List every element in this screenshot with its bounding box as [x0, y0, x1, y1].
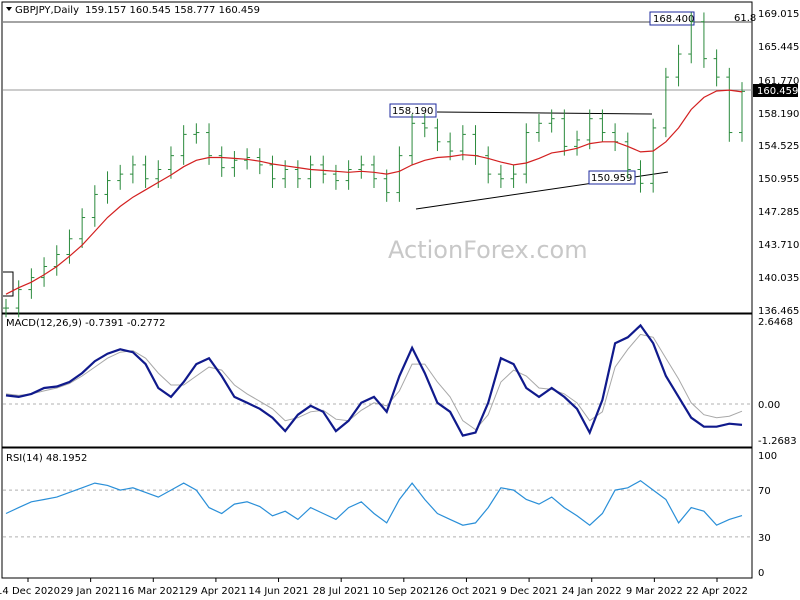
symbol-title: GBPJPY,Daily	[15, 5, 79, 16]
y-tick-label: 100	[758, 451, 777, 462]
y-tick-label: 143.710	[758, 240, 799, 251]
rsi-header: RSI(14) 48.1952	[6, 453, 87, 464]
current-price-label: 160.459	[757, 86, 798, 97]
moving-average-line	[5, 89, 743, 295]
support-label: 150.959	[591, 173, 632, 184]
macd-panel-frame	[1, 313, 753, 448]
x-tick-label: 24 Jan 2022	[562, 586, 622, 597]
x-tick-label: 26 Oct 2021	[436, 586, 498, 597]
collapse-arrow-icon	[6, 7, 12, 11]
watermark: ActionForex.com	[388, 236, 588, 264]
x-axis: 14 Dec 2020 29 Jan 2021 16 Mar 2021 29 Apr …	[0, 578, 748, 597]
x-tick-label: 28 Jul 2021	[313, 586, 370, 597]
price-y-axis: 169.015 165.445 161.770 158.190 154.525 …	[753, 9, 799, 317]
price-bars	[3, 12, 745, 318]
x-tick-label: 22 Apr 2022	[686, 586, 748, 597]
x-tick-label: 14 Dec 2020	[0, 586, 60, 597]
price-panel-frame	[1, 1, 753, 314]
x-tick-label: 9 Dec 2021	[500, 586, 558, 597]
y-tick-label: 0	[758, 568, 764, 579]
y-tick-label: 161.770	[758, 76, 799, 87]
peak-label-box	[649, 11, 695, 26]
price-header: GBPJPY,Daily 159.157 160.545 158.777 160…	[6, 5, 260, 16]
y-tick-label: 150.955	[758, 174, 799, 185]
resistance-label-box	[389, 103, 437, 118]
y-tick-label: 147.285	[758, 207, 799, 218]
x-tick-label: 29 Apr 2021	[185, 586, 247, 597]
rsi-title: RSI(14) 48.1952	[6, 453, 87, 464]
macd-line	[5, 323, 743, 437]
x-tick-label: 10 Sep 2021	[372, 586, 435, 597]
peak-label: 168.400	[653, 14, 694, 25]
resistance-line	[436, 111, 653, 115]
y-tick-label: -1.2683	[758, 436, 797, 447]
current-price-tag	[753, 84, 798, 97]
price-static-lines	[3, 21, 752, 297]
y-tick-label: 0.00	[758, 400, 780, 411]
y-tick-label: 154.525	[758, 141, 799, 152]
rsi-panel-frame	[1, 447, 753, 579]
start-marker-box	[3, 271, 14, 297]
panel-frames	[1, 1, 753, 579]
rsi-lines	[5, 479, 743, 526]
y-tick-label: 70	[758, 486, 771, 497]
macd-header: MACD(12,26,9) -0.7391 -0.2772	[6, 318, 166, 329]
macd-lines	[5, 323, 743, 437]
rsi-reference-lines	[3, 489, 752, 538]
x-tick-label: 14 Jun 2021	[248, 586, 308, 597]
price-annotations: 168.400 61.8 158.190 150.959	[389, 11, 756, 185]
x-tick-label: 29 Jan 2021	[61, 586, 121, 597]
y-tick-label: 158.190	[758, 109, 799, 120]
y-tick-label: 2.6468	[758, 317, 793, 328]
resistance-label: 158.190	[392, 106, 433, 117]
macd-y-axis: 2.6468 0.00 -1.2683	[758, 317, 797, 447]
x-tick-label: 16 Mar 2021	[122, 586, 185, 597]
rsi-line	[5, 479, 743, 526]
y-tick-label: 30	[758, 533, 771, 544]
fib-label: 61.8	[734, 13, 756, 24]
price-lines	[5, 89, 743, 295]
y-tick-label: 140.035	[758, 273, 799, 284]
y-tick-label: 136.465	[758, 306, 799, 317]
support-label-box	[588, 170, 636, 185]
y-tick-label: 165.445	[758, 42, 799, 53]
macd-title: MACD(12,26,9) -0.7391 -0.2772	[6, 318, 166, 329]
ohlc-label: 159.157 160.545 158.777 160.459	[85, 5, 260, 16]
x-tick-label: 9 Mar 2022	[626, 586, 683, 597]
rsi-y-axis: 100 70 30 0	[758, 451, 777, 579]
y-tick-label: 169.015	[758, 9, 799, 20]
